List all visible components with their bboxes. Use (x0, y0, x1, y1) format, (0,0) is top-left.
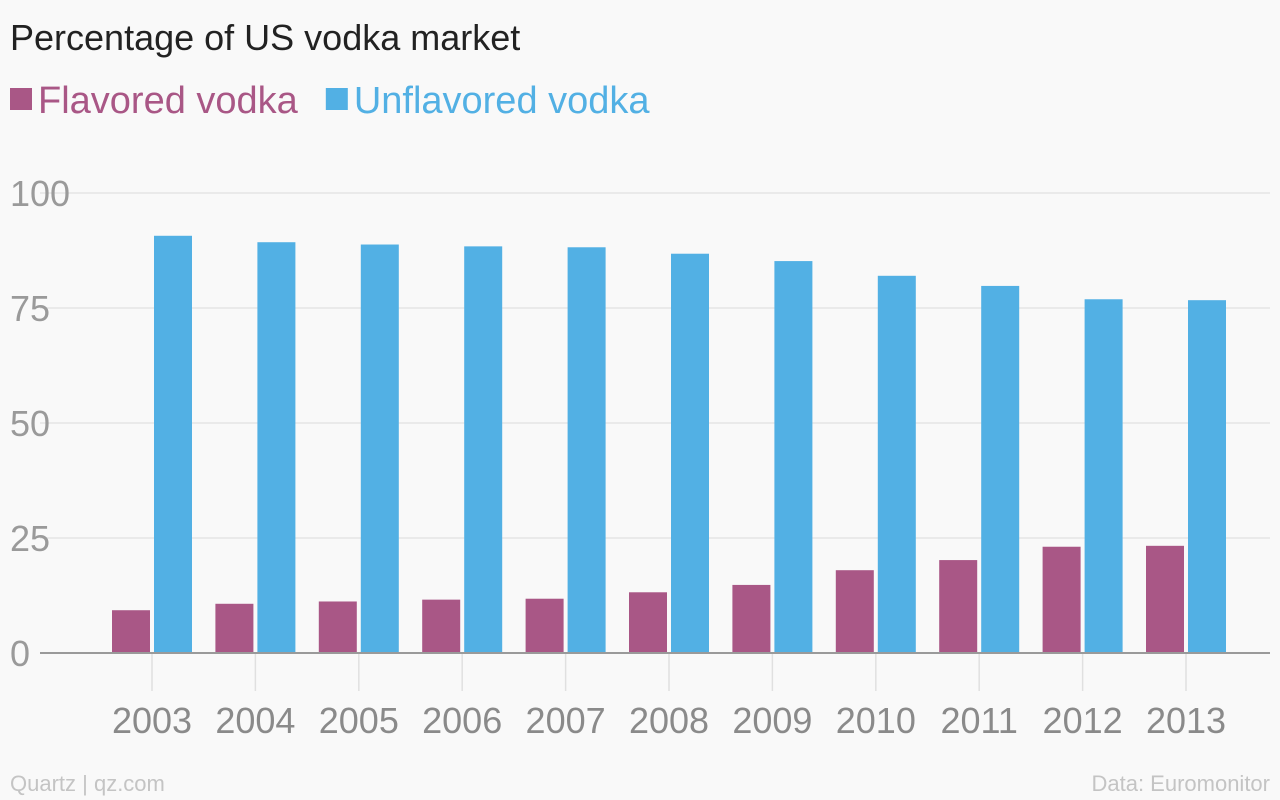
x-tick-label-2013: 2013 (1146, 700, 1226, 741)
bar-unflavored-2013 (1188, 300, 1226, 653)
bar-unflavored-2006 (464, 246, 503, 654)
x-tick-label-2009: 2009 (732, 700, 812, 741)
x-axis-ticks: 2003 2004 2005 2006 2007 2008 2009 2010 2011 2012… (112, 653, 1226, 741)
bar-unflavored-2003 (154, 235, 192, 653)
y-tick-label-100: 100 (10, 173, 70, 214)
y-tick-label-50: 50 (10, 403, 50, 444)
x-tick-label-2006: 2006 (422, 700, 502, 741)
x-tick-label-2008: 2008 (629, 700, 709, 741)
y-tick-label-75: 75 (10, 288, 50, 329)
bar-unflavored-2010 (877, 275, 916, 653)
bar-flavored-2009 (732, 584, 771, 653)
bar-flavored-2011 (939, 560, 978, 653)
legend-swatch-1 (325, 88, 348, 110)
x-tick-label-2010: 2010 (836, 700, 916, 741)
gridlines (40, 192, 1270, 539)
x-tick-label-2012: 2012 (1043, 700, 1123, 741)
chart-title: Percentage of US vodka market (10, 17, 520, 58)
legend: Flavored vodka Unflavored vodka (10, 80, 650, 122)
x-tick-label-2005: 2005 (319, 700, 399, 741)
bar-unflavored-2004 (257, 242, 296, 653)
bar-flavored-2010 (835, 570, 874, 653)
bar-flavored-2013 (1146, 545, 1184, 653)
footer-source-right: Data: Euromonitor (1091, 771, 1270, 796)
footer-source-left: Quartz | qz.com (10, 771, 165, 796)
bar-flavored-2003 (112, 610, 150, 653)
bar-unflavored-2005 (360, 244, 399, 653)
x-tick-label-2011: 2011 (940, 700, 1017, 741)
bar-flavored-2012 (1042, 546, 1081, 653)
bar-unflavored-2008 (671, 253, 709, 653)
legend-label-1: Unflavored vodka (354, 80, 651, 122)
x-tick-label-2007: 2007 (526, 700, 606, 741)
bar-unflavored-2012 (1084, 299, 1123, 653)
bar-flavored-2006 (422, 599, 461, 653)
bar-unflavored-2009 (774, 261, 813, 653)
bar-unflavored-2011 (981, 285, 1020, 653)
bars (112, 235, 1226, 654)
x-tick-label-2003: 2003 (112, 700, 192, 741)
legend-label-0: Flavored vodka (38, 80, 299, 122)
legend-swatch-0 (10, 88, 32, 110)
bar-flavored-2004 (215, 603, 254, 653)
bar-flavored-2008 (629, 592, 667, 653)
y-axis-ticks: 0 25 50 75 100 (10, 173, 70, 674)
x-tick-label-2004: 2004 (215, 700, 295, 741)
bar-flavored-2005 (318, 601, 357, 653)
bar-flavored-2007 (525, 598, 564, 653)
y-tick-label-0: 0 (10, 633, 30, 674)
bar-unflavored-2007 (567, 247, 606, 653)
y-tick-label-25: 25 (10, 518, 50, 559)
